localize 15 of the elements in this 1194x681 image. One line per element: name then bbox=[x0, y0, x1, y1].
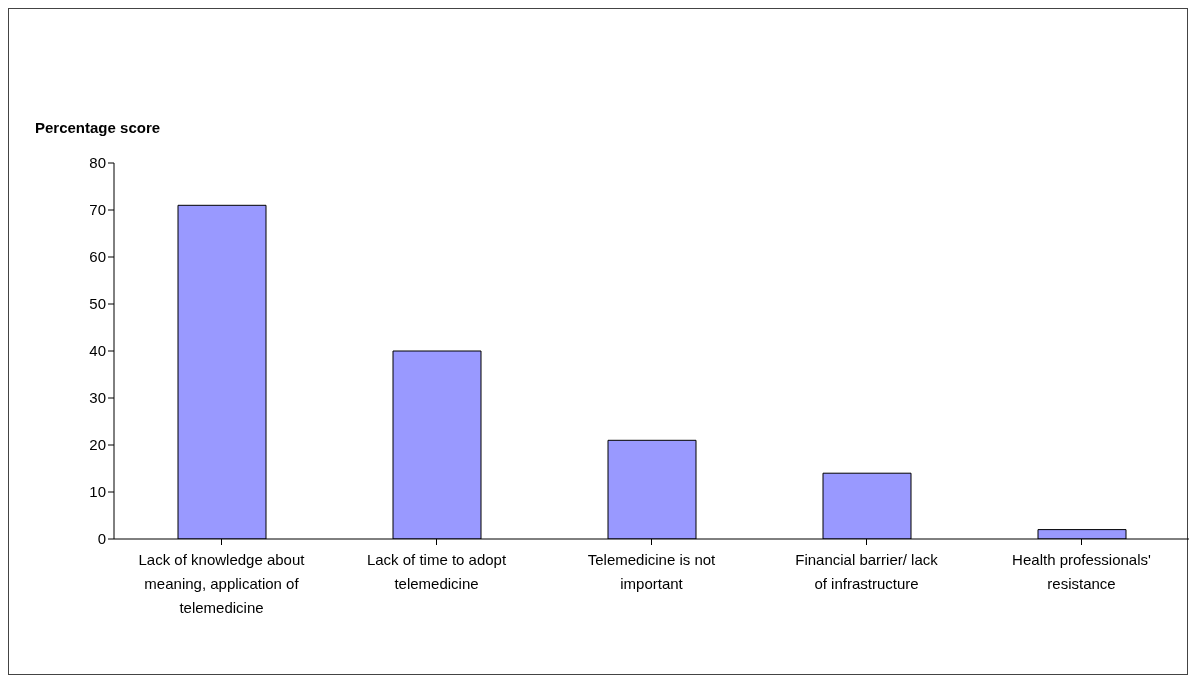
x-tick-label: Lack of knowledge about meaning, application of telemedicine bbox=[138, 551, 306, 616]
x-tick-label: Health professionals' resistance bbox=[1012, 551, 1152, 592]
x-tick-label: Telemedicine is not important bbox=[587, 551, 717, 592]
y-tick-label: 20 bbox=[89, 436, 106, 454]
y-tick-label: 10 bbox=[89, 483, 106, 501]
y-tick-label: 50 bbox=[89, 295, 106, 313]
y-tick-label: 80 bbox=[89, 154, 106, 172]
x-tick-label: Financial barrier/ lack of infrastructure bbox=[795, 551, 939, 592]
x-tick-label: Lack of time to adopt telemedicine bbox=[366, 551, 507, 592]
y-axis-title: Percentage score bbox=[35, 119, 161, 136]
y-tick-label: 0 bbox=[97, 530, 106, 548]
y-tick-label: 40 bbox=[89, 342, 106, 360]
y-tick-label: 60 bbox=[89, 248, 106, 266]
y-tick-label: 70 bbox=[89, 201, 106, 219]
y-tick-label: 30 bbox=[89, 389, 106, 407]
